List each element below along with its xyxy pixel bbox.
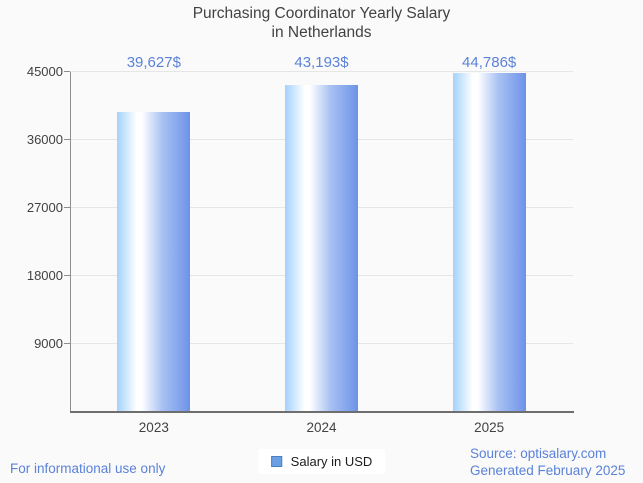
bar-value-label: 43,193$ — [294, 54, 349, 71]
bar-value-label: 44,786$ — [462, 54, 517, 71]
bar-2023 — [117, 112, 191, 411]
y-tick — [64, 71, 70, 72]
bar-2025 — [452, 73, 526, 411]
y-axis-label: 45000 — [26, 63, 63, 79]
y-axis-line — [70, 71, 71, 412]
source-text: Source: optisalary.com — [470, 446, 607, 461]
y-axis-label: 27000 — [26, 199, 63, 215]
generated-text: Generated February 2025 — [470, 462, 626, 478]
legend: Salary in USD — [257, 449, 386, 474]
y-tick — [64, 275, 70, 276]
chart-title-line2: in Netherlands — [271, 24, 372, 41]
chart-title-line1: Purchasing Coordinator Yearly Salary — [192, 5, 451, 22]
legend-label: Salary in USD — [290, 454, 373, 469]
y-axis-label: 36000 — [26, 131, 63, 147]
chart-title: Purchasing Coordinator Yearly Salary in … — [0, 4, 643, 42]
bar-2024 — [285, 85, 358, 411]
bar-value-label: 39,627$ — [126, 54, 181, 71]
legend-swatch-icon — [270, 456, 282, 467]
x-axis-line — [70, 411, 574, 413]
y-axis-label: 9000 — [34, 335, 63, 351]
gridline — [70, 71, 573, 72]
y-axis-label: 18000 — [26, 267, 63, 283]
y-tick — [64, 139, 70, 140]
y-tick — [64, 207, 70, 208]
x-axis-label: 2024 — [306, 420, 337, 435]
source-block: Source: optisalary.com Generated Februar… — [470, 446, 625, 479]
x-axis-label: 2025 — [474, 420, 505, 435]
x-axis-label: 2023 — [138, 420, 169, 435]
disclaimer-text: For informational use only — [10, 461, 166, 476]
y-tick — [64, 343, 70, 344]
